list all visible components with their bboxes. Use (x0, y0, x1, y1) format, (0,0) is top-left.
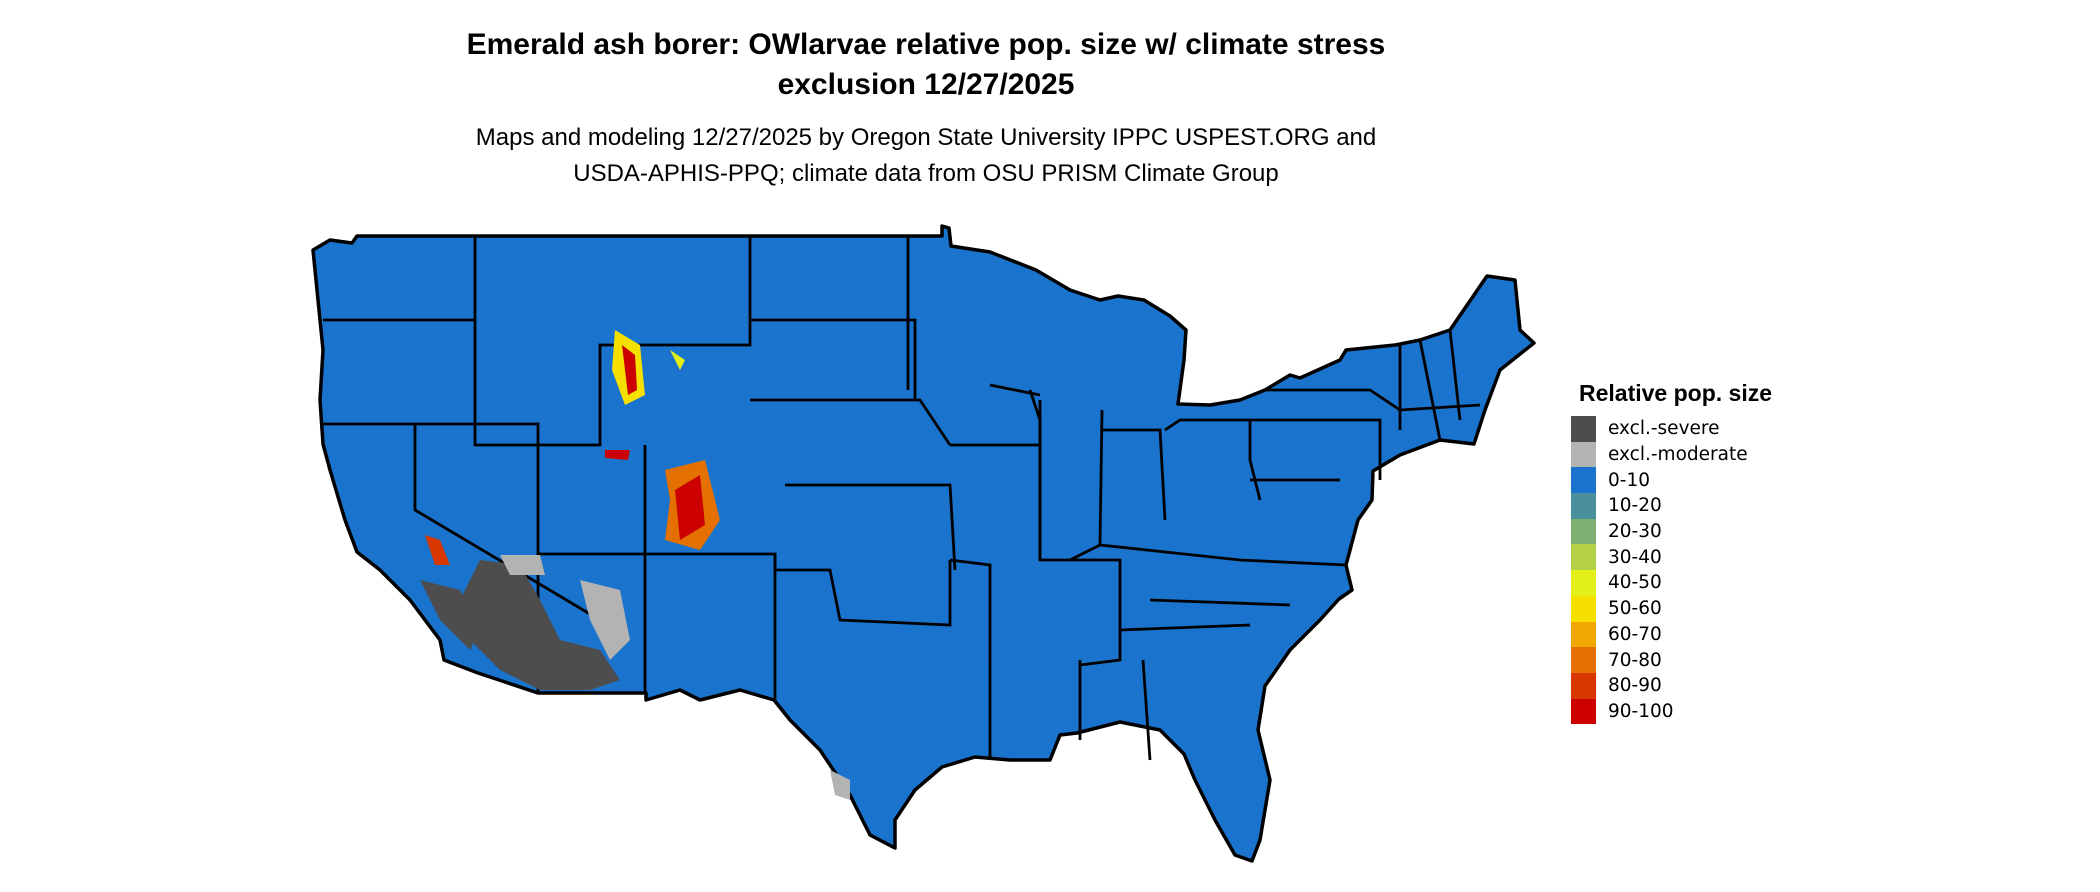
legend-item: 70-80 (1571, 647, 1772, 673)
legend-item: excl.-moderate (1571, 441, 1772, 468)
legend-swatch (1571, 570, 1596, 596)
legend-item: 0-10 (1571, 467, 1772, 494)
legend-label: excl.-moderate (1608, 444, 1748, 466)
legend-title: Relative pop. size (1579, 380, 1773, 406)
legend-swatch (1571, 467, 1596, 494)
legend-swatch (1571, 441, 1596, 468)
legend-label: 60-70 (1608, 623, 1662, 645)
state-borders (323, 236, 1481, 761)
legend-item: 50-60 (1571, 595, 1772, 622)
map-subtitle-line-2: USDA-APHIS-PPQ; climate data from OSU PR… (573, 160, 1279, 187)
legend-label: 90-100 (1608, 700, 1674, 722)
legend-label: 0-10 (1608, 469, 1650, 491)
map-subtitle-line-1: Maps and modeling 12/27/2025 by Oregon S… (475, 124, 1377, 151)
high-population-hotspots (425, 330, 720, 565)
legend-label: 80-90 (1608, 675, 1662, 697)
exclusion-severe-area (420, 560, 620, 690)
legend-swatch (1571, 647, 1596, 673)
legend-label: 70-80 (1608, 649, 1662, 671)
legend-label: 50-60 (1608, 598, 1662, 620)
legend-swatch (1571, 621, 1596, 648)
legend-item: excl.-severe (1571, 416, 1772, 442)
legend-swatch (1571, 595, 1596, 622)
legend-item: 20-30 (1571, 518, 1772, 545)
exclusion-moderate-area (500, 555, 850, 800)
legend-label: 10-20 (1608, 495, 1662, 517)
us-outline (311, 224, 1536, 863)
legend-swatch (1571, 698, 1596, 725)
legend-swatch (1571, 544, 1596, 571)
legend: Relative pop. size excl.-severe excl.-mod… (1571, 380, 1773, 725)
legend-item: 90-100 (1571, 698, 1772, 725)
legend-item: 80-90 (1571, 672, 1772, 699)
legend-swatch (1571, 518, 1596, 545)
legend-label: 20-30 (1608, 521, 1662, 543)
map-title-line-2: exclusion 12/27/2025 (777, 68, 1075, 101)
legend-item: 10-20 (1571, 493, 1772, 519)
legend-item: 60-70 (1571, 621, 1772, 648)
legend-item: 40-50 (1571, 570, 1772, 596)
legend-swatch (1571, 672, 1596, 699)
legend-label: 40-50 (1608, 572, 1662, 594)
legend-swatch (1571, 416, 1596, 442)
map-title-line-1: Emerald ash borer: OWlarvae relative pop… (466, 28, 1386, 61)
legend-swatch (1571, 493, 1596, 519)
legend-label: excl.-severe (1608, 418, 1720, 440)
legend-label: 30-40 (1608, 546, 1662, 568)
legend-item: 30-40 (1571, 544, 1772, 571)
